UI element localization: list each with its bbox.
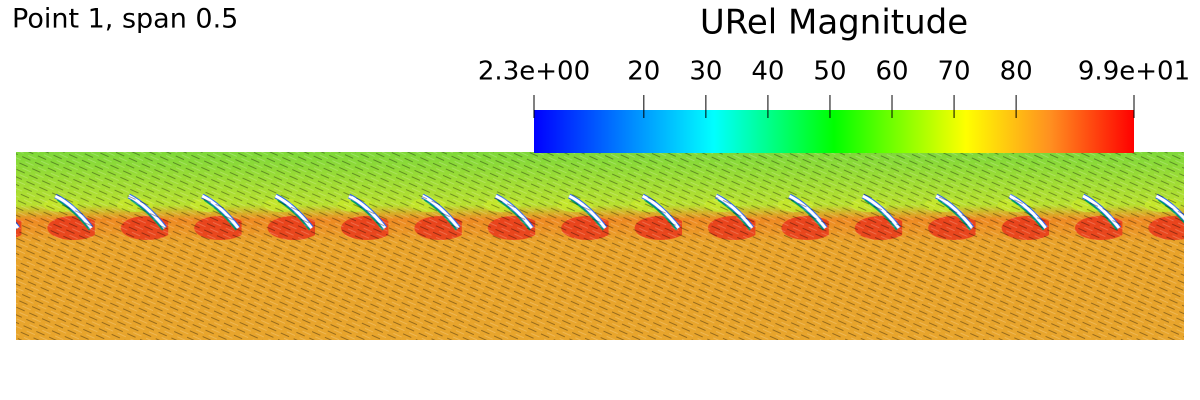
colorbar-tick-label: 50 bbox=[813, 57, 846, 87]
colorbar-tick-label: 20 bbox=[627, 57, 660, 87]
colorbar-tick-label: 2.3e+00 bbox=[478, 57, 590, 87]
colorbar-tick-label: 9.9e+01 bbox=[1078, 57, 1190, 87]
caption: Point 1, span 0.5 bbox=[12, 4, 238, 35]
colorbar bbox=[534, 110, 1134, 153]
colorbar-tick-label: 30 bbox=[689, 57, 722, 87]
colorbar-title: URel Magnitude bbox=[700, 3, 968, 43]
colorbar-tick-label: 80 bbox=[1000, 57, 1033, 87]
colorbar-tick-label: 70 bbox=[938, 57, 971, 87]
streamlines bbox=[16, 152, 1184, 340]
colorbar-tick-label: 60 bbox=[875, 57, 908, 87]
colorbar-tick-label: 40 bbox=[751, 57, 784, 87]
